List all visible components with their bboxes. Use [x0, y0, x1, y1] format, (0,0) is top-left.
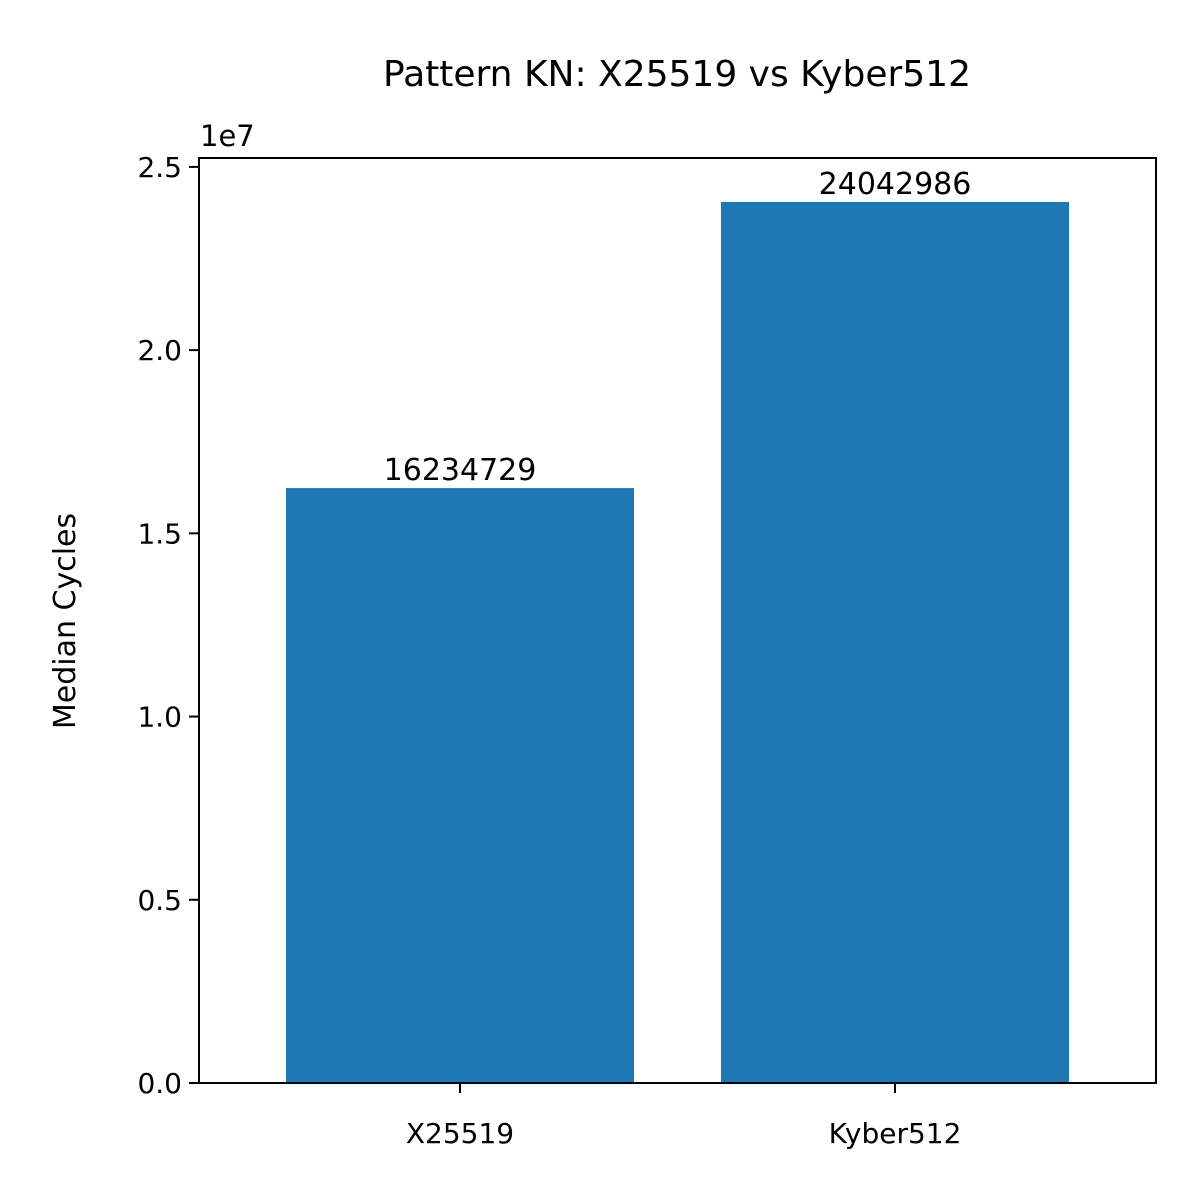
y-tick-label: 1.0: [137, 701, 182, 734]
bars-group: [286, 201, 1069, 1084]
y-tick-label: 0.0: [137, 1067, 182, 1100]
x-tick-label: Kyber512: [829, 1117, 962, 1150]
y-axis-ticks: 0.0 0.5 1.0 1.5 2.0 2.5: [137, 151, 199, 1100]
bar-value-label: 16234729: [384, 453, 537, 488]
y-tick-label: 2.0: [137, 334, 182, 367]
bar-x25519: [286, 488, 634, 1083]
y-axis-label: Median Cycles: [48, 513, 83, 729]
y-offset-label: 1e7: [200, 119, 255, 153]
bar-labels-group: 16234729 24042986: [384, 167, 972, 488]
x-tick-label: X25519: [406, 1117, 514, 1150]
chart-title: Pattern KN: X25519 vs Kyber512: [383, 54, 971, 95]
bar-value-label: 24042986: [819, 167, 972, 202]
y-tick-label: 1.5: [137, 517, 182, 550]
plot-frame: [198, 157, 1157, 1084]
x-axis-ticks: X25519 Kyber512: [406, 1083, 962, 1150]
y-tick-label: 0.5: [137, 884, 182, 917]
y-tick-label: 2.5: [137, 151, 182, 184]
bar-kyber512: [721, 201, 1069, 1084]
